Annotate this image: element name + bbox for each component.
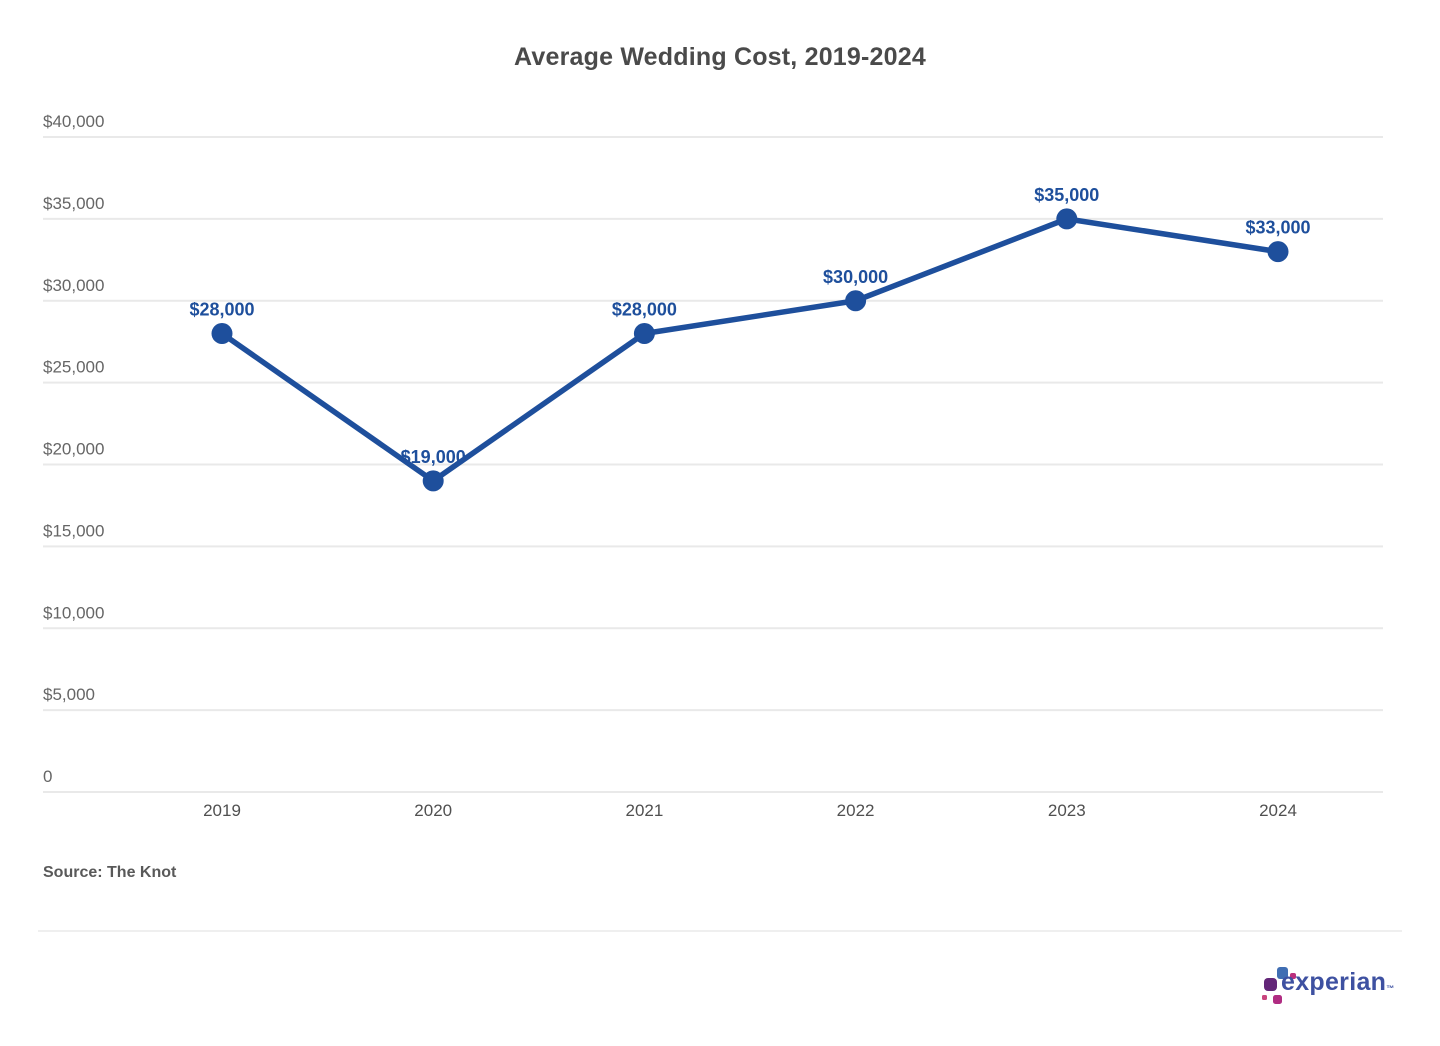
line-series [219,216,1281,484]
source-attribution: Source: The Knot [43,864,177,881]
data-point-label: $28,000 [612,300,677,320]
data-point [1267,241,1289,263]
x-axis-tick-label: 2019 [203,801,241,820]
experian-magenta-square-icon [1290,973,1296,979]
data-point [845,290,867,312]
data-point [211,323,233,344]
data-point-label: $28,000 [189,300,254,320]
x-axis-tick-label: 2021 [625,801,663,820]
chart-title: Average Wedding Cost, 2019-2024 [514,43,926,71]
x-axis-tick-label: 2022 [837,801,875,820]
data-point-label: $30,000 [823,267,888,287]
line-chart: 0 $5,000 $10,000 $15,000 $20,000 $25,000 $30,0… [43,112,1383,820]
y-axis-tick-label: $5,000 [43,685,95,704]
trademark-symbol: ™ [1386,984,1395,993]
data-point [633,323,655,344]
x-axis-tick-label: 2020 [414,801,452,820]
data-point-label: $33,000 [1245,218,1310,238]
experian-logo: experian™ [1262,956,1412,1016]
y-axis-tick-label: $25,000 [43,358,104,377]
y-axis-tick-label: $30,000 [43,276,104,295]
data-point [1056,208,1078,230]
experian-magenta-dot-icon [1262,995,1267,1000]
experian-magenta-square2-icon [1273,995,1282,1004]
data-point-label: $19,000 [401,447,466,467]
y-axis-tick-label: 0 [43,767,52,786]
data-point [422,470,444,492]
y-axis-tick-label: $15,000 [43,521,104,540]
experian-blue-square-icon [1277,967,1288,979]
experian-wordmark: experian™ [1281,970,1395,995]
y-axis-tick-label: $40,000 [43,112,104,131]
footer-divider [38,930,1402,932]
experian-purple-square-icon [1264,978,1277,991]
y-axis-tick-label: $35,000 [43,194,104,213]
x-axis-tick-label: 2023 [1048,801,1086,820]
y-axis-tick-label: $20,000 [43,440,104,459]
x-axis-tick-label: 2024 [1259,801,1297,820]
data-point-label: $35,000 [1034,185,1099,205]
experian-wordmark-text: experian [1281,968,1387,996]
y-axis-tick-label: $10,000 [43,603,104,622]
